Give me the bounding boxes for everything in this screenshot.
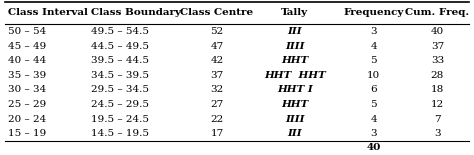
Text: Class Centre: Class Centre xyxy=(181,8,254,17)
Text: 5: 5 xyxy=(371,100,377,109)
Text: 37: 37 xyxy=(210,71,224,80)
Text: 17: 17 xyxy=(210,129,224,138)
Text: HHT: HHT xyxy=(281,100,309,109)
Text: 33: 33 xyxy=(431,56,444,65)
Text: 40: 40 xyxy=(366,143,381,152)
Text: 40 – 44: 40 – 44 xyxy=(9,56,47,65)
Text: 4: 4 xyxy=(371,115,377,124)
Text: 14.5 – 19.5: 14.5 – 19.5 xyxy=(91,129,149,138)
Text: HHT  HHT: HHT HHT xyxy=(264,71,326,80)
Text: IIII: IIII xyxy=(285,115,304,124)
Text: 19.5 – 24.5: 19.5 – 24.5 xyxy=(91,115,149,124)
Text: 25 – 29: 25 – 29 xyxy=(9,100,47,109)
Text: 28: 28 xyxy=(431,71,444,80)
Text: 29.5 – 34.5: 29.5 – 34.5 xyxy=(91,85,149,94)
Text: 52: 52 xyxy=(210,27,224,36)
Text: 27: 27 xyxy=(210,100,224,109)
Text: HHT I: HHT I xyxy=(277,85,313,94)
Text: 35 – 39: 35 – 39 xyxy=(9,71,47,80)
Text: 3: 3 xyxy=(371,27,377,36)
Text: 15 – 19: 15 – 19 xyxy=(9,129,47,138)
Text: 4: 4 xyxy=(371,42,377,51)
Text: 30 – 34: 30 – 34 xyxy=(9,85,47,94)
Text: III: III xyxy=(287,27,302,36)
Text: 7: 7 xyxy=(434,115,441,124)
Text: 20 – 24: 20 – 24 xyxy=(9,115,47,124)
Text: 24.5 – 29.5: 24.5 – 29.5 xyxy=(91,100,149,109)
Text: 44.5 – 49.5: 44.5 – 49.5 xyxy=(91,42,149,51)
Text: 34.5 – 39.5: 34.5 – 39.5 xyxy=(91,71,149,80)
Text: 37: 37 xyxy=(431,42,444,51)
Text: 32: 32 xyxy=(210,85,224,94)
Text: 39.5 – 44.5: 39.5 – 44.5 xyxy=(91,56,149,65)
Text: 22: 22 xyxy=(210,115,224,124)
Text: HHT: HHT xyxy=(281,56,309,65)
Text: 45 – 49: 45 – 49 xyxy=(9,42,47,51)
Text: IIII: IIII xyxy=(285,42,304,51)
Text: III: III xyxy=(287,129,302,138)
Text: 6: 6 xyxy=(371,85,377,94)
Text: 47: 47 xyxy=(210,42,224,51)
Text: 40: 40 xyxy=(431,27,444,36)
Text: 50 – 54: 50 – 54 xyxy=(9,27,47,36)
Text: Class Interval: Class Interval xyxy=(9,8,88,17)
Text: 5: 5 xyxy=(371,56,377,65)
Text: Class Boundary: Class Boundary xyxy=(91,8,181,17)
Text: 10: 10 xyxy=(367,71,381,80)
Text: Frequency: Frequency xyxy=(344,8,404,17)
Text: 3: 3 xyxy=(434,129,441,138)
Text: Tally: Tally xyxy=(281,8,308,17)
Text: 42: 42 xyxy=(210,56,224,65)
Text: 3: 3 xyxy=(371,129,377,138)
Text: 49.5 – 54.5: 49.5 – 54.5 xyxy=(91,27,149,36)
Text: 18: 18 xyxy=(431,85,444,94)
Text: 12: 12 xyxy=(431,100,444,109)
Text: Cum. Freq.: Cum. Freq. xyxy=(405,8,469,17)
